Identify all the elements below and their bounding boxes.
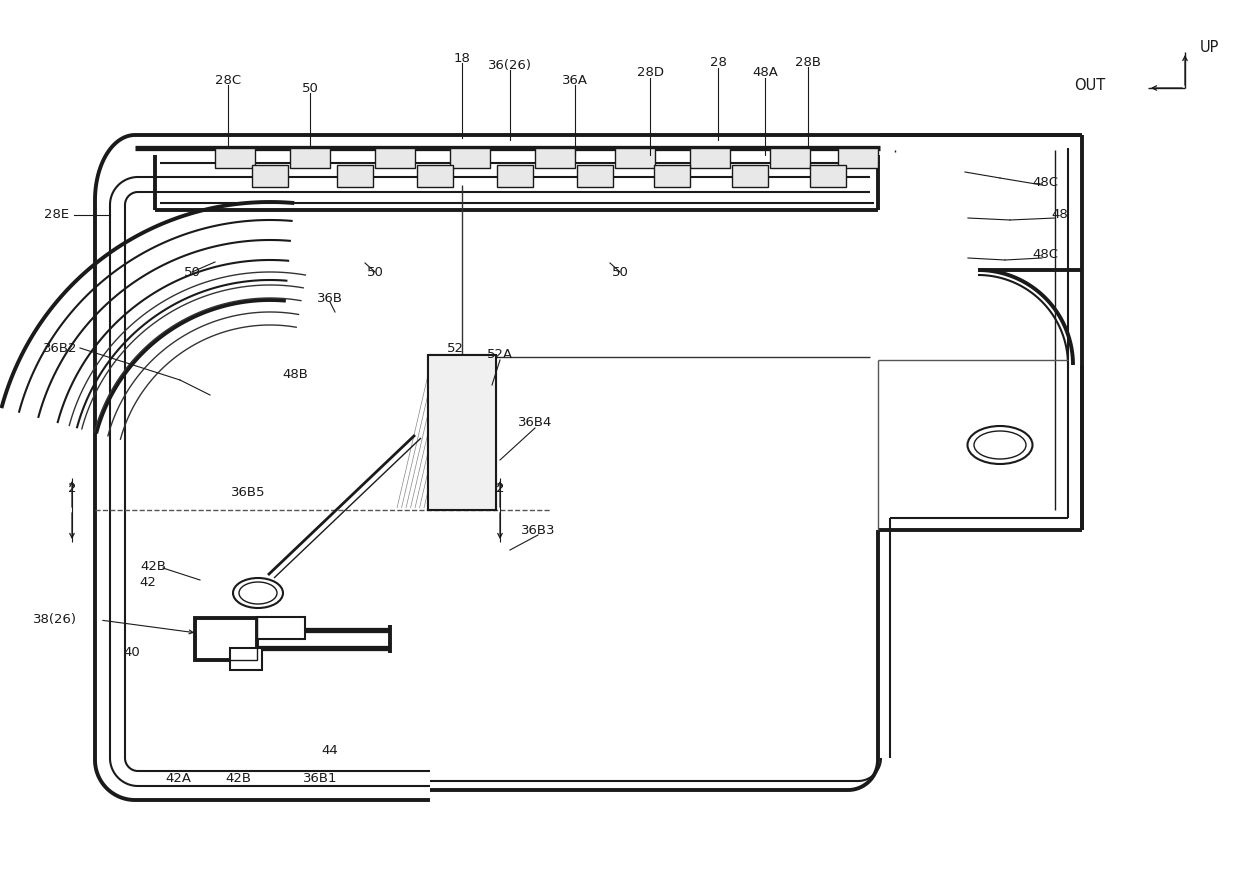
Text: 48C: 48C [1032,176,1058,189]
Text: 42B: 42B [224,772,250,785]
Text: 2: 2 [68,481,76,494]
Text: 42B: 42B [140,560,166,573]
Bar [428,355,496,510]
Text: 50: 50 [184,266,201,278]
Text: 42: 42 [140,575,156,588]
Text: 38(26): 38(26) [33,614,77,627]
Text: 28: 28 [709,56,727,70]
Bar [689,148,730,168]
Bar [810,165,846,187]
Bar [252,165,288,187]
Bar [229,648,262,670]
Text: 36B3: 36B3 [521,523,556,536]
Bar [534,148,575,168]
Text: 50: 50 [367,266,383,278]
Bar [577,165,613,187]
Text: 28E: 28E [45,209,69,222]
Bar [374,148,415,168]
Text: 36B: 36B [317,291,343,304]
Bar [732,165,768,187]
Bar [838,148,878,168]
Text: 28D: 28D [636,67,663,79]
Text: 36A: 36A [562,74,588,87]
Text: 48C: 48C [1032,249,1058,262]
Bar [257,617,305,639]
Bar [497,165,533,187]
Bar [770,148,810,168]
Text: 40: 40 [124,647,140,660]
Bar [653,165,689,187]
Bar [195,618,257,660]
Text: 52: 52 [446,342,464,355]
Bar [417,165,453,187]
Text: 50: 50 [301,82,319,95]
Text: 36B2: 36B2 [42,342,77,355]
Bar [615,148,655,168]
Text: 36(26): 36(26) [489,58,532,71]
Text: 48A: 48A [753,67,777,79]
Text: 50: 50 [611,266,629,278]
Text: OUT: OUT [1074,78,1105,94]
Text: 28B: 28B [795,56,821,69]
Bar [215,148,255,168]
Text: 36B4: 36B4 [518,416,552,429]
Bar [195,618,257,660]
Text: 52A: 52A [487,348,513,362]
Bar [290,148,330,168]
Text: 48: 48 [1052,209,1069,222]
Bar [337,165,373,187]
Text: 36B5: 36B5 [231,486,265,499]
Text: UP: UP [1200,41,1219,56]
Text: 48B: 48B [281,368,308,381]
Bar [450,148,490,168]
Text: 36B1: 36B1 [303,772,337,785]
Text: 42A: 42A [165,772,191,785]
Text: 28C: 28C [215,74,241,87]
Text: 44: 44 [321,744,339,757]
Text: 2: 2 [496,481,505,494]
Text: 18: 18 [454,51,470,64]
